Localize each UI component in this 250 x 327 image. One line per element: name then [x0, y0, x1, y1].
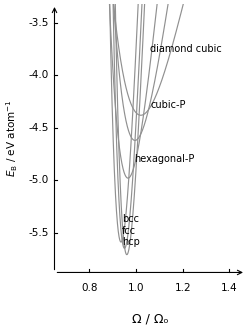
- Text: -4.0: -4.0: [28, 70, 49, 80]
- Text: diamond cubic: diamond cubic: [150, 44, 222, 54]
- Text: -5.5: -5.5: [28, 228, 49, 238]
- Text: 1.4: 1.4: [221, 283, 238, 293]
- Text: hexagonal-P: hexagonal-P: [134, 154, 194, 164]
- Text: cubic-P: cubic-P: [150, 100, 186, 110]
- Text: hcp: hcp: [122, 237, 140, 247]
- Text: -3.5: -3.5: [28, 18, 49, 28]
- Text: -5.0: -5.0: [28, 175, 49, 185]
- Text: 0.8: 0.8: [81, 283, 98, 293]
- Text: -4.5: -4.5: [28, 123, 49, 133]
- Text: $E_{\mathrm{B}}$ / eV atom$^{-1}$: $E_{\mathrm{B}}$ / eV atom$^{-1}$: [5, 99, 20, 177]
- Text: fcc: fcc: [122, 226, 136, 235]
- Text: 1.0: 1.0: [128, 283, 144, 293]
- Text: bcc: bcc: [122, 214, 139, 224]
- Text: 1.2: 1.2: [174, 283, 191, 293]
- Text: Ω / Ωₒ: Ω / Ωₒ: [132, 312, 168, 325]
